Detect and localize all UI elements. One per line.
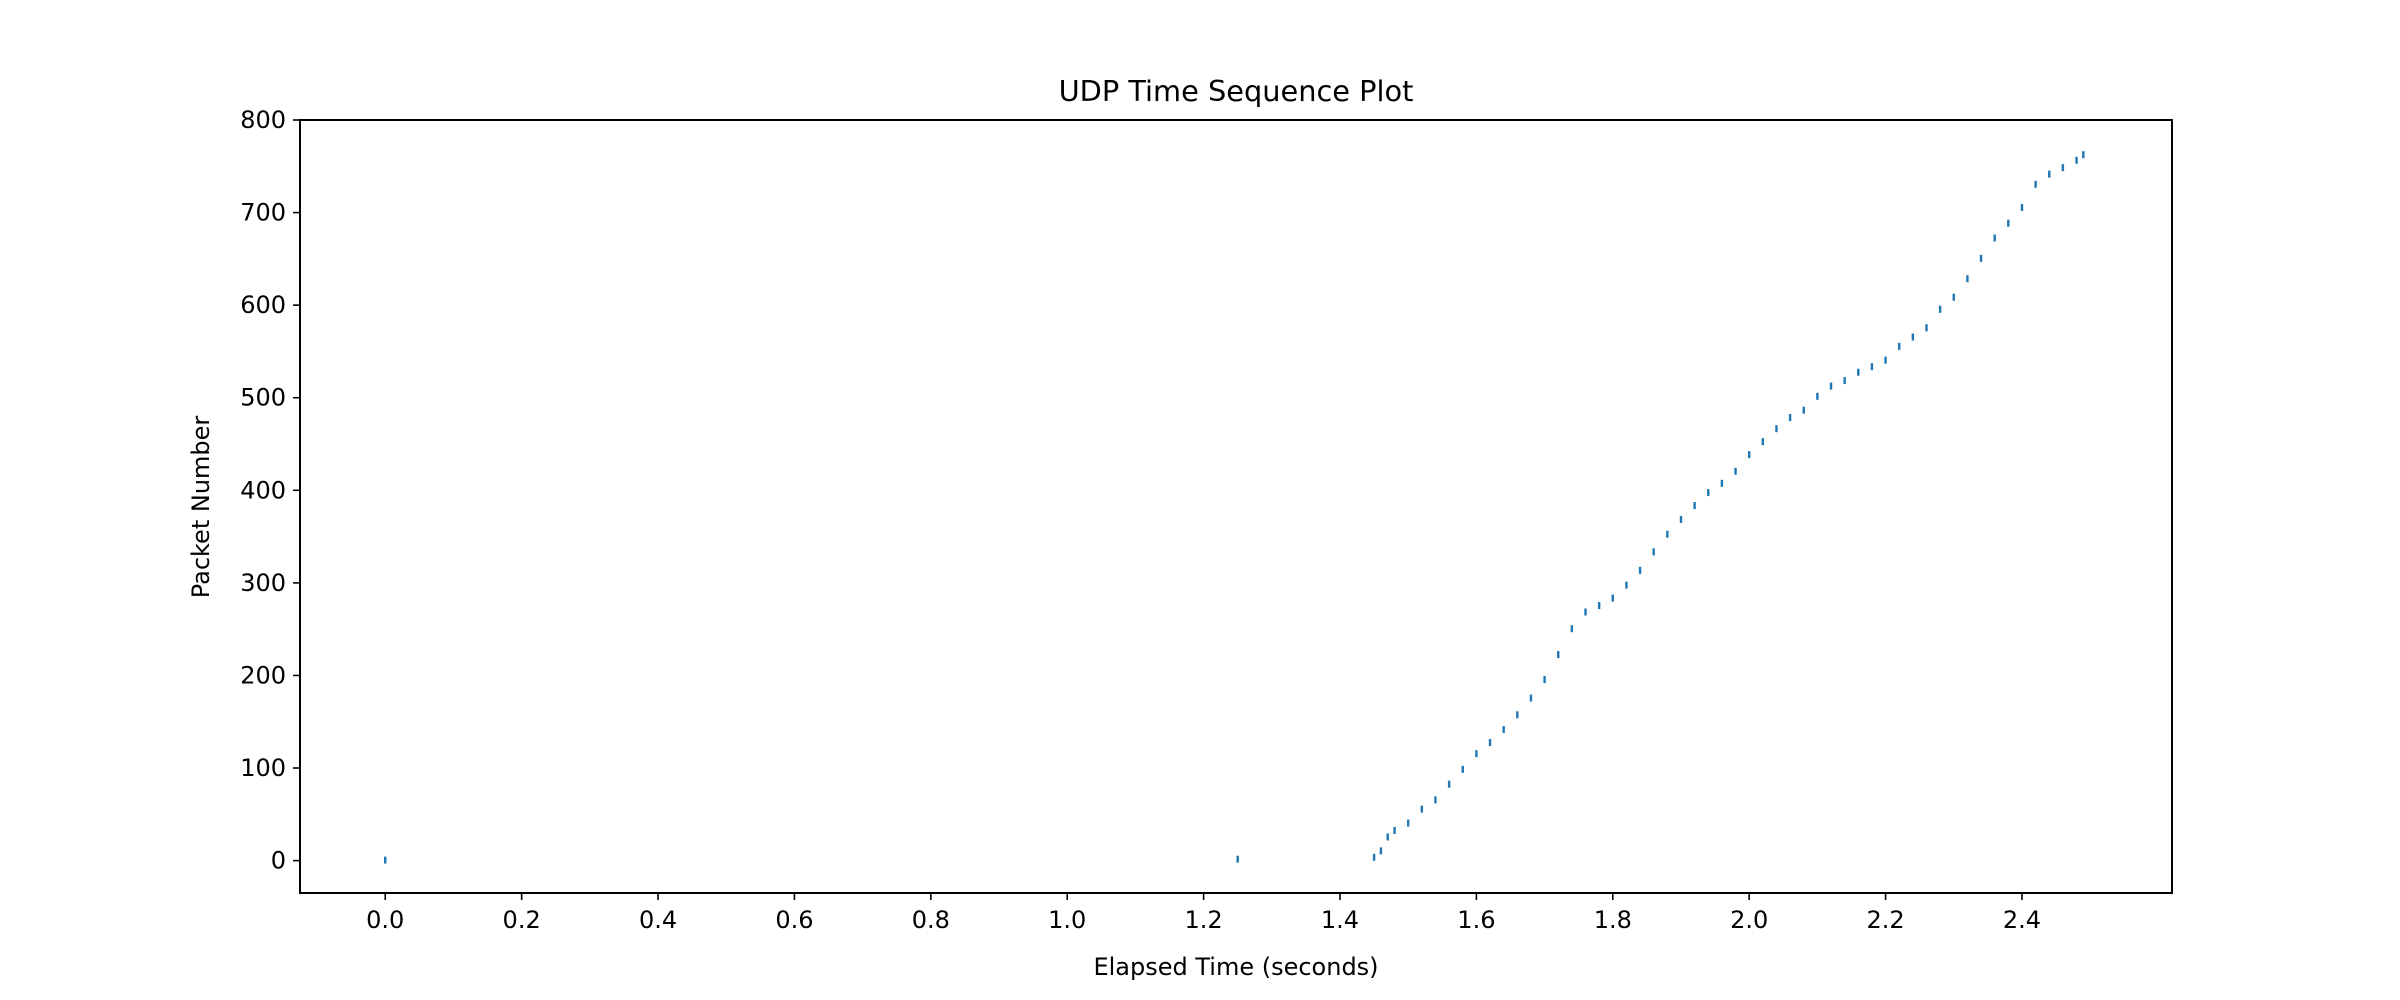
data-point (1597, 602, 1601, 610)
y-axis-label: Packet Number (187, 416, 215, 599)
x-tick-label: 2.4 (2003, 906, 2041, 934)
data-point (1993, 234, 1996, 242)
data-point (1898, 342, 1901, 350)
data-point (1638, 566, 1642, 574)
data-point (1857, 368, 1860, 376)
data-point (1372, 853, 1376, 861)
data-point (384, 856, 387, 864)
data-point (1236, 855, 1239, 863)
data-point (1952, 293, 1955, 301)
data-point (1925, 324, 1928, 332)
data-point (1386, 833, 1389, 841)
data-point (1461, 765, 1464, 773)
x-tick-label: 1.8 (1594, 906, 1632, 934)
x-axis-label: Elapsed Time (seconds) (1093, 953, 1378, 981)
x-tick-label: 1.0 (1048, 906, 1086, 934)
data-point (1488, 739, 1492, 747)
data-point (1747, 451, 1751, 459)
data-point (1611, 594, 1614, 602)
data-point (2020, 203, 2024, 211)
data-point (2082, 151, 2085, 159)
x-tick-label: 2.2 (1866, 906, 1904, 934)
data-point (2034, 180, 2037, 188)
chart-title: UDP Time Sequence Plot (1059, 74, 1414, 108)
x-tick-label: 0.0 (366, 906, 404, 934)
data-point (1502, 726, 1505, 734)
data-point (1393, 826, 1396, 834)
plot-frame (299, 119, 2173, 894)
data-point (1707, 489, 1710, 497)
y-tick-label: 0 (271, 847, 286, 875)
x-tick-label: 0.6 (775, 906, 813, 934)
x-tick-label: 2.0 (1730, 906, 1768, 934)
y-tick-label: 700 (240, 199, 286, 227)
y-tick-label: 200 (240, 661, 286, 689)
y-tick-label: 800 (240, 106, 286, 134)
data-point (1584, 608, 1587, 616)
data-point (2075, 156, 2078, 164)
x-tick-label: 1.4 (1321, 906, 1359, 934)
data-point (2061, 164, 2065, 172)
data-point (1870, 363, 1874, 371)
x-tick-label: 0.4 (639, 906, 677, 934)
data-point (2007, 219, 2010, 227)
data-point (1816, 392, 1819, 400)
data-point (1720, 479, 1724, 487)
y-tick-label: 400 (240, 476, 286, 504)
data-points (384, 151, 2085, 864)
data-point (1516, 711, 1519, 719)
data-point (1802, 406, 1805, 414)
data-point (1406, 819, 1410, 827)
data-point (1679, 515, 1683, 523)
y-tick-label: 300 (240, 569, 286, 597)
data-point (1652, 548, 1655, 556)
data-point (2048, 170, 2051, 178)
data-point (1447, 780, 1451, 788)
data-point (1693, 502, 1696, 510)
data-point (1829, 382, 1833, 390)
y-tick-label: 100 (240, 754, 286, 782)
x-tick-label: 0.8 (912, 906, 950, 934)
data-point (1843, 377, 1846, 385)
data-point (1420, 805, 1424, 813)
x-tick-label: 1.2 (1185, 906, 1223, 934)
x-axis-ticks: 0.0 0.2 0.4 0.6 0.8 1.0 1.2 1.4 1.6 1.8 2.0 2.2 2.4 (366, 893, 2041, 934)
y-tick-label: 500 (240, 384, 286, 412)
data-point (1938, 305, 1942, 313)
data-point (1884, 356, 1887, 364)
data-point (1788, 414, 1792, 422)
data-point (1625, 581, 1628, 589)
data-point (1557, 651, 1560, 659)
data-point (1570, 625, 1574, 633)
x-tick-label: 1.6 (1457, 906, 1495, 934)
data-point (1529, 694, 1533, 702)
data-point (1434, 796, 1437, 804)
data-point (1966, 275, 1969, 283)
data-point (1734, 467, 1737, 475)
data-point (1761, 438, 1765, 446)
y-tick-label: 600 (240, 291, 286, 319)
x-tick-label: 0.2 (503, 906, 541, 934)
data-point (1775, 425, 1778, 433)
data-point (1543, 676, 1546, 684)
data-point (1979, 254, 1983, 262)
y-axis-ticks: 0 100 200 300 400 500 600 700 800 (240, 106, 300, 875)
data-point (1379, 847, 1383, 855)
data-point (1911, 333, 1915, 341)
data-point (1666, 530, 1669, 538)
data-point (1475, 750, 1478, 758)
